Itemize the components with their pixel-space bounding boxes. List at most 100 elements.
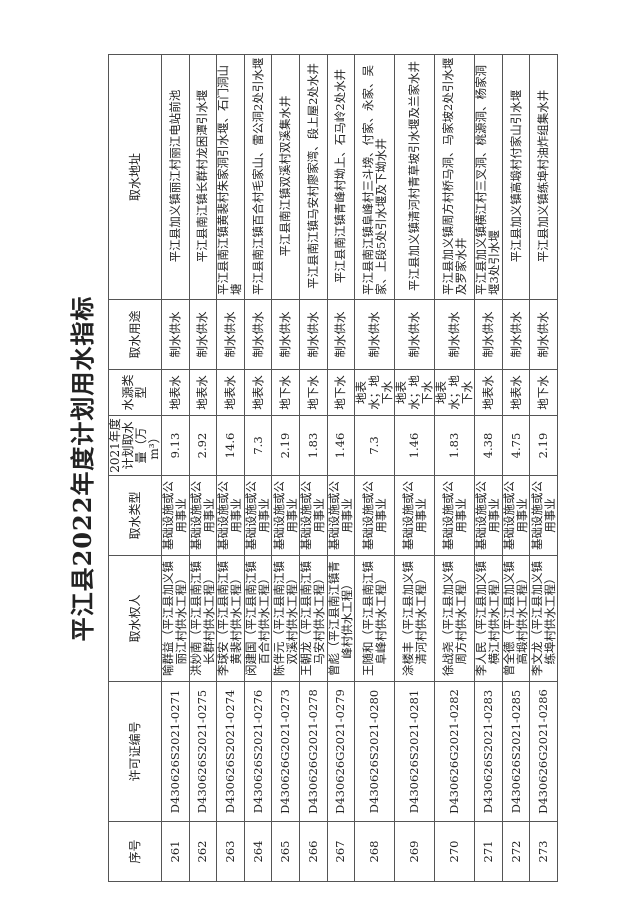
cell-permit: D430626G2021-0273: [271, 681, 300, 822]
cell-type: 基础设施或公用事业: [502, 475, 530, 556]
cell-holder: 王朝龙（平江县南江镇马安村供水工程）: [299, 555, 328, 682]
cell-permit: D430626S2021-0283: [474, 681, 503, 822]
cell-source: 地表水: [189, 369, 217, 416]
table-row: 261 D430626S2021-0271 喻群益（平江县加义镇丽江村供水工程） 基础…: [161, 54, 190, 882]
cell-address: 平江县加义镇周方村桥马洞、马家坡2处引水堰及罗家水井: [434, 54, 475, 300]
table-row: 267 D430626G2021-0279 曾彪（平江县南江镇青峰村供水工程） 基础设…: [327, 54, 355, 882]
cell-source: 地下水: [271, 369, 300, 416]
cell-permit: D430626G2021-0278: [299, 681, 328, 822]
cell-holder: 李人民（平江县加义镇横江村供水工程）: [474, 555, 503, 682]
cell-use: 制水供水: [244, 299, 272, 370]
cell-address: 平江县加义镇横江村三叉洞、桃源洞、杨家洞堰3处引水堰: [474, 54, 503, 300]
cell-address: 平江县南江镇马安村廖家湾、段上屋2处水井: [299, 54, 328, 300]
cell-source: 地表水；地下水: [394, 369, 435, 416]
header-type: 取水类型: [108, 475, 162, 556]
cell-type: 基础设施或公用事业: [530, 475, 558, 556]
cell-amount: 1.83: [299, 415, 328, 476]
header-address: 取水地址: [108, 54, 162, 300]
cell-permit: D430626G2021-0279: [327, 681, 355, 822]
cell-use: 制水供水: [394, 299, 435, 370]
cell-holder: 洪妙南（平江县南江镇长群村供水工程）: [189, 555, 217, 682]
cell-no: 264: [244, 821, 272, 882]
cell-use: 制水供水: [354, 299, 395, 370]
header-source: 水源类型: [108, 369, 162, 416]
header-use: 取水用途: [108, 299, 162, 370]
cell-no: 262: [189, 821, 217, 882]
cell-use: 制水供水: [434, 299, 475, 370]
cell-type: 基础设施或公用事业: [189, 475, 217, 556]
cell-no: 265: [271, 821, 300, 882]
cell-type: 基础设施或公用事业: [244, 475, 272, 556]
cell-type: 基础设施或公用事业: [216, 475, 245, 556]
cell-permit: D430626S2021-0281: [394, 681, 435, 822]
cell-permit: D430626S2021-0280: [354, 681, 395, 822]
cell-holder: 曾全德（平江县加义镇高塅村供水工程）: [502, 555, 530, 682]
table-row: 265 D430626G2021-0273 陈伴元（平江县南江镇双溪村供水工程） 基础…: [271, 54, 300, 882]
table-row: 266 D430626G2021-0278 王朝龙（平江县南江镇马安村供水工程） 基础…: [299, 54, 328, 882]
cell-no: 270: [434, 821, 475, 882]
cell-source: 地表水: [502, 369, 530, 416]
cell-no: 263: [216, 821, 245, 882]
cell-source: 地下水: [327, 369, 355, 416]
cell-no: 269: [394, 821, 435, 882]
cell-address: 平江县南江镇双溪村双溪集水井: [271, 54, 300, 300]
cell-holder: 闵建国（平江县南江镇百合村供水工程）: [244, 555, 272, 682]
cell-type: 基础设施或公用事业: [327, 475, 355, 556]
cell-holder: 涂楼丰（平江县加义镇清河村供水工程）: [394, 555, 435, 682]
cell-type: 基础设施或公用事业: [354, 475, 395, 556]
cell-address: 平江县南江镇百合村毛家山、雷公洞2处引水堰: [244, 54, 272, 300]
cell-holder: 李球安（平江县南江镇黄裴村供水工程）: [216, 555, 245, 682]
cell-amount: 1.83: [434, 415, 475, 476]
header-amount: 2021年度计划取水量（万m³）: [108, 415, 162, 476]
rotated-document-page: 平江县2022年度计划用水指标 序号 许可证编号 取水权人 取水类型 2021年…: [58, 54, 558, 882]
table-row: 264 D430626S2021-0276 闵建国（平江县南江镇百合村供水工程） 基础…: [244, 54, 272, 882]
cell-source: 地表水: [244, 369, 272, 416]
cell-permit: D430626S2021-0285: [502, 681, 530, 822]
cell-amount: 2.19: [271, 415, 300, 476]
cell-amount: 2.19: [529, 415, 558, 476]
cell-holder: 喻群益（平江县加义镇丽江村供水工程）: [161, 555, 190, 682]
cell-type: 基础设施或公用事业: [161, 475, 190, 556]
header-permit: 许可证编号: [108, 681, 162, 822]
cell-type: 基础设施或公用事业: [394, 475, 435, 556]
cell-source: 地表水: [474, 369, 503, 416]
cell-source: 地表水: [161, 369, 190, 416]
table-row: 271 D430626S2021-0283 李人民（平江县加义镇横江村供水工程） 基础…: [474, 54, 503, 882]
cell-address: 平江县南江镇阜峰村三斗塝、付家、永家、吴家、上段5处引水堰及下坳水井: [354, 54, 395, 300]
table-row: 263 D430626S2021-0274 李球安（平江县南江镇黄裴村供水工程） 基础…: [216, 54, 245, 882]
cell-permit: D430626S2021-0271: [161, 681, 190, 822]
cell-no: 272: [502, 821, 530, 882]
cell-type: 基础设施或公用事业: [299, 475, 328, 556]
cell-holder: 陈伴元（平江县南江镇双溪村供水工程）: [272, 555, 300, 682]
cell-no: 273: [529, 821, 558, 882]
cell-permit: D430626S2021-0275: [189, 681, 217, 822]
table-row: 270 D430626G2021-0282 徐战尧（平江县加义镇周方村供水工程） 基础…: [434, 54, 475, 882]
cell-use: 制水供水: [299, 299, 328, 370]
water-quota-table: 序号 许可证编号 取水权人 取水类型 2021年度计划取水量（万m³） 水源类型…: [108, 54, 558, 882]
cell-no: 267: [327, 821, 355, 882]
header-serial: 序号: [108, 821, 162, 882]
cell-no: 271: [474, 821, 503, 882]
header-holder: 取水权人: [108, 555, 162, 682]
cell-use: 制水供水: [161, 299, 190, 370]
cell-use: 制水供水: [271, 299, 300, 370]
cell-permit: D430626G2021-0282: [434, 681, 475, 822]
cell-holder: 曾彪（平江县南江镇青峰村供水工程）: [327, 555, 355, 682]
cell-use: 制水供水: [327, 299, 355, 370]
cell-amount: 1.46: [327, 415, 355, 476]
cell-permit: D430626S2021-0274: [216, 681, 245, 822]
table-row: 269 D430626S2021-0281 涂楼丰（平江县加义镇清河村供水工程） 基础…: [394, 54, 435, 882]
cell-amount: 7.3: [354, 415, 395, 476]
cell-source: 地表水；地下水: [434, 369, 475, 416]
cell-holder: 李文龙（平江县加义镇练埠村供水工程）: [530, 555, 558, 682]
cell-use: 制水供水: [189, 299, 217, 370]
cell-address: 平江县加义镇清河村青草坡引水堰及兰家水井: [394, 54, 435, 300]
cell-address: 平江县南江镇青峰村坳上、石马岭2处水井: [327, 54, 355, 300]
cell-amount: 14.6: [216, 415, 245, 476]
table-row: 268 D430626S2021-0280 王随和（平江县南江镇阜峰村供水工程） 基础…: [354, 54, 395, 882]
cell-source: 地表水: [216, 369, 245, 416]
cell-source: 地下水: [529, 369, 558, 416]
cell-address: 平江县南江镇长群村龙困潭引水堰: [189, 54, 217, 300]
cell-use: 制水供水: [474, 299, 503, 370]
cell-address: 平江县南江镇黄裴村朱家洞引水堰、石门洞山塘: [216, 54, 245, 300]
